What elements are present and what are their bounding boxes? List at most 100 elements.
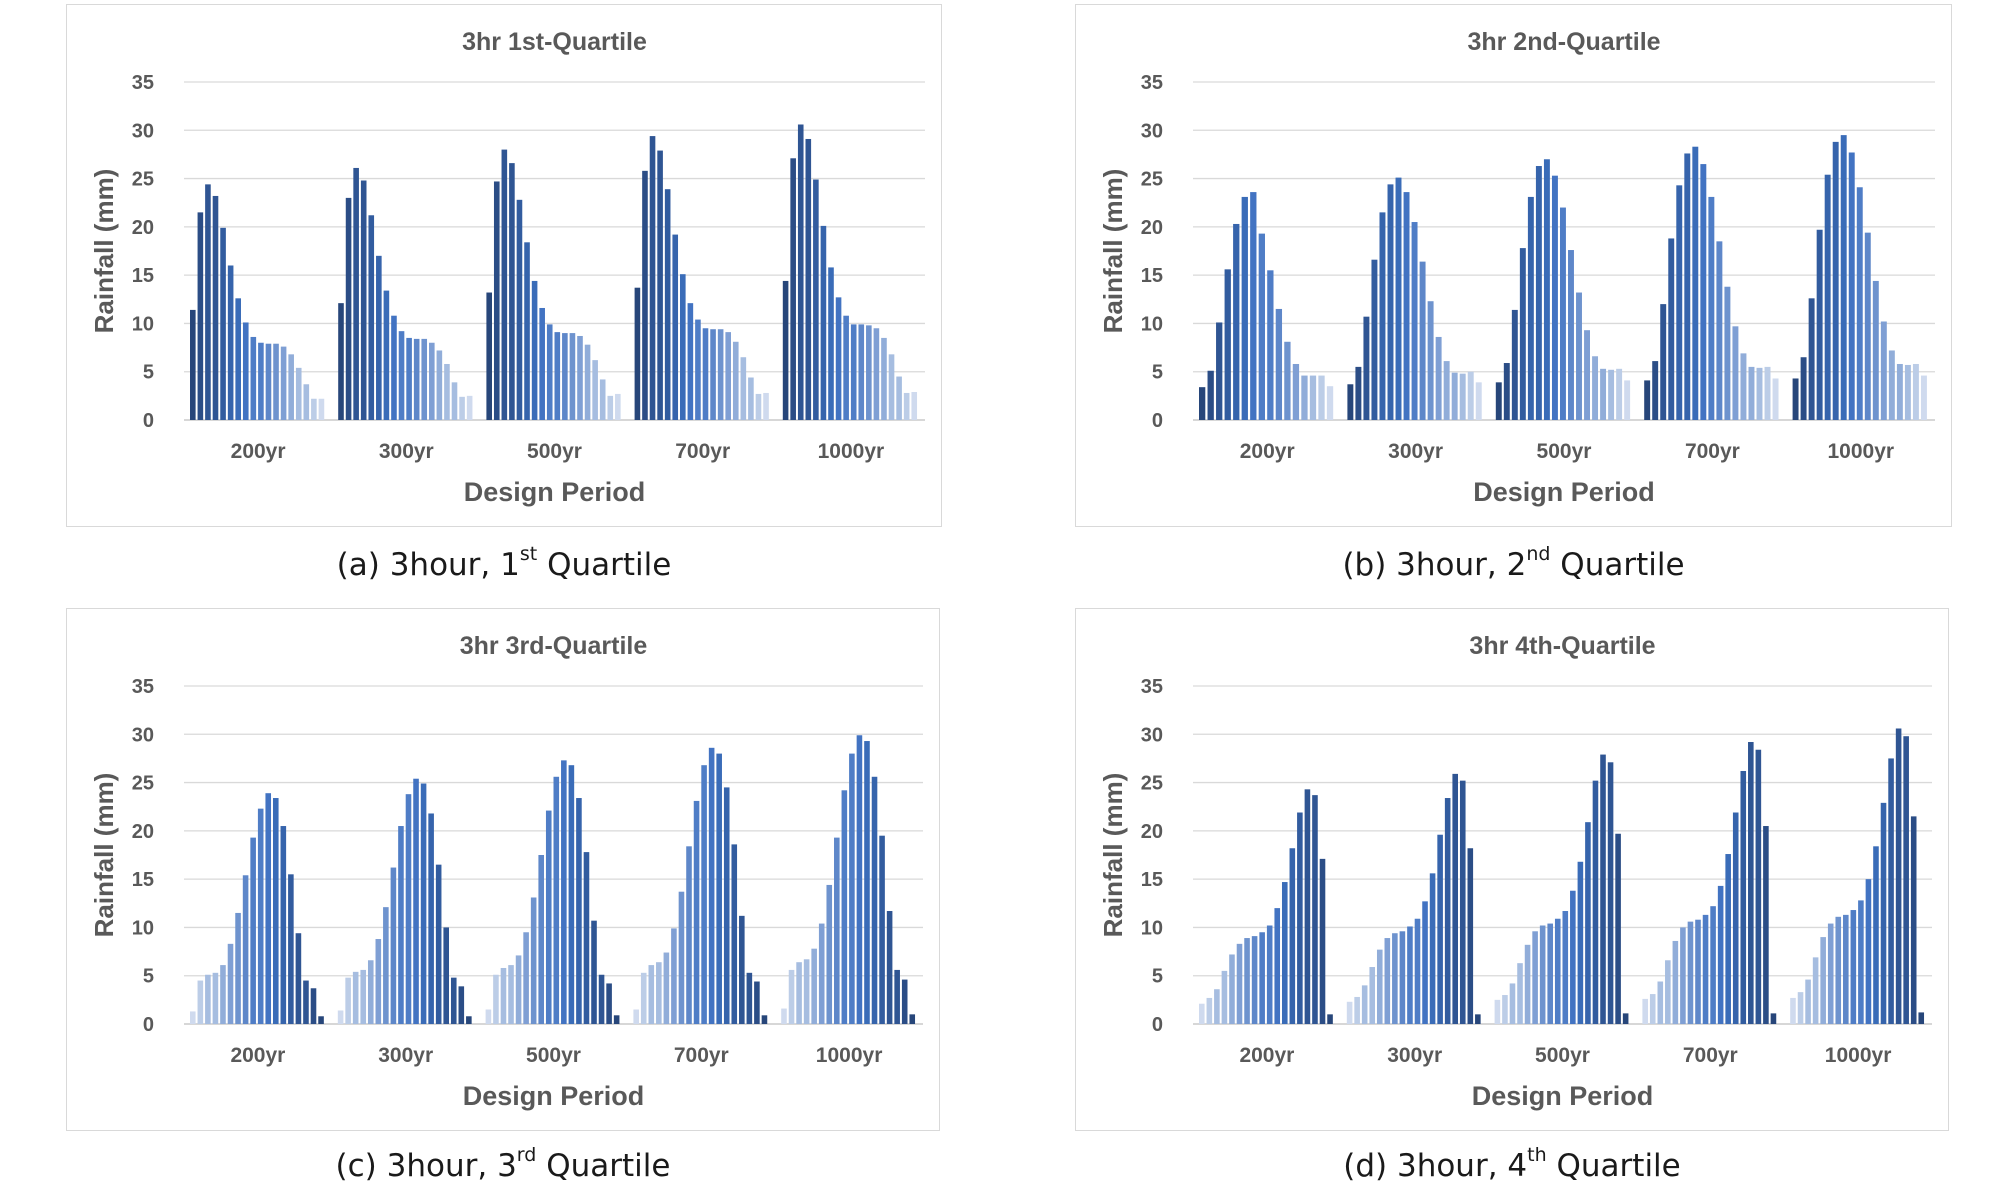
bar-200yr-4	[1224, 269, 1231, 420]
bar-700yr-1	[1642, 998, 1648, 1024]
bar-1000yr-8	[1848, 152, 1855, 421]
bar-1000yr-3	[796, 962, 802, 1024]
chart-title: 3hr 4th-Quartile	[1469, 632, 1655, 660]
bar-700yr-18	[1770, 1013, 1777, 1024]
caption-c: (c) 3hour, 3rd Quartile	[66, 1144, 940, 1184]
bar-500yr-13	[576, 798, 582, 1024]
bar-200yr-15	[1318, 375, 1325, 420]
bar-1000yr-8	[834, 837, 840, 1024]
bar-200yr-9	[1267, 270, 1274, 420]
bar-200yr-2	[197, 212, 204, 420]
bar-200yr-6	[1241, 196, 1248, 420]
bar-200yr-8	[1251, 936, 1258, 1024]
bar-1000yr-9	[1850, 910, 1857, 1024]
bar-500yr-11	[1576, 292, 1582, 420]
bar-700yr-9	[693, 800, 700, 1024]
bar-700yr-16	[1764, 366, 1771, 420]
y-tick-label: 20	[132, 217, 154, 239]
bar-300yr-10	[1414, 918, 1421, 1024]
bar-500yr-4	[1519, 248, 1526, 420]
bar-700yr-13	[723, 787, 730, 1024]
chart-panel-4th-quartile: 3hr 4th-Quartile 0 5 10 15 20 25 30 35 Rainfall (…	[1075, 608, 1949, 1131]
bar-500yr-8	[539, 307, 545, 420]
bar-700yr-1	[634, 287, 641, 420]
bar-300yr-9	[398, 826, 404, 1024]
y-tick-label: 25	[1141, 773, 1163, 795]
caption-sup: nd	[1526, 543, 1551, 565]
bar-300yr-4	[1369, 967, 1376, 1024]
bar-200yr-16	[303, 384, 310, 420]
bar-200yr-11	[1274, 908, 1281, 1024]
x-tick-label: 200yr	[1240, 440, 1295, 463]
bar-500yr-17	[606, 983, 612, 1024]
bar-300yr-8	[1403, 192, 1410, 420]
bar-500yr-16	[599, 379, 606, 420]
bar-1000yr-11	[1872, 280, 1879, 420]
chart-panel-1st-quartile: 3hr 1st-Quartile 0 5 10 15 20 25 30 35 Rainfall (…	[66, 4, 942, 527]
bar-500yr-17	[1615, 833, 1621, 1024]
bar-700yr-3	[649, 136, 656, 420]
bar-1000yr-4	[1816, 229, 1823, 420]
bar-300yr-16	[1459, 780, 1466, 1024]
bar-200yr-13	[1289, 848, 1296, 1024]
bar-500yr-8	[1551, 175, 1558, 420]
y-tick-label: 35	[132, 72, 154, 94]
bar-300yr-14	[1451, 372, 1458, 420]
bar-700yr-15	[1756, 367, 1763, 420]
y-tick-label: 15	[1141, 265, 1163, 287]
bar-500yr-6	[523, 932, 529, 1024]
caption-suffix: Quartile	[537, 547, 672, 583]
bar-1000yr-3	[1808, 298, 1815, 420]
bar-500yr-9	[1554, 918, 1561, 1024]
bar-700yr-11	[708, 747, 715, 1024]
bar-300yr-2	[1355, 366, 1362, 420]
y-tick-label: 25	[132, 773, 154, 795]
bar-1000yr-18	[909, 1014, 916, 1024]
bar-500yr-14	[584, 344, 591, 420]
bar-500yr-5	[516, 199, 523, 420]
bar-1000yr-2	[790, 158, 796, 420]
bar-700yr-14	[731, 844, 738, 1024]
bar-300yr-15	[443, 927, 450, 1024]
chart-svg: 3hr 2nd-Quartile 0 5 10 15 20 25 30 35 Rainfall (…	[1098, 28, 1935, 507]
caption-prefix: (b) 3hour, 2	[1342, 547, 1527, 583]
bar-200yr-9	[250, 336, 257, 420]
bar-500yr-11	[562, 333, 568, 420]
bar-1000yr-13	[871, 776, 878, 1024]
x-tick-label: 200yr	[230, 1044, 285, 1067]
y-tick-label: 10	[132, 917, 154, 939]
bar-700yr-15	[740, 357, 747, 420]
x-tick-label: 500yr	[1537, 440, 1592, 463]
y-tick-label: 30	[132, 120, 154, 142]
bar-300yr-9	[398, 331, 405, 420]
bar-200yr-10	[1275, 308, 1283, 420]
y-axis-label: Rainfall (mm)	[89, 169, 119, 334]
bar-1000yr-4	[803, 959, 810, 1024]
bar-700yr-5	[663, 952, 670, 1024]
bar-300yr-13	[1437, 834, 1443, 1024]
bar-200yr-3	[1216, 322, 1223, 420]
bar-300yr-7	[1395, 177, 1402, 420]
bar-500yr-10	[554, 332, 561, 420]
bar-1000yr-16	[1912, 363, 1919, 420]
bar-1000yr-10	[1864, 232, 1871, 420]
bar-500yr-18	[613, 1015, 620, 1024]
bar-200yr-5	[220, 227, 226, 420]
bar-300yr-7	[1392, 933, 1398, 1024]
bar-500yr-12	[569, 333, 576, 420]
bar-300yr-1	[337, 1010, 344, 1024]
chart-panel-3rd-quartile: 3hr 3rd-Quartile 0 5 10 15 20 25 30 35 Rainfall (…	[66, 608, 940, 1131]
bar-200yr-13	[280, 826, 287, 1024]
bar-500yr-15	[591, 920, 597, 1024]
bar-700yr-16	[746, 972, 753, 1024]
y-tick-label: 0	[1152, 410, 1163, 432]
bar-300yr-16	[1467, 371, 1474, 420]
bar-300yr-10	[1419, 261, 1426, 420]
bar-700yr-14	[1748, 366, 1755, 420]
bar-700yr-9	[695, 319, 701, 420]
chart-title: 3hr 3rd-Quartile	[460, 632, 648, 660]
bar-500yr-10	[553, 776, 560, 1024]
bar-500yr-1	[1495, 382, 1502, 420]
bar-500yr-14	[1600, 368, 1607, 420]
bar-700yr-8	[686, 846, 692, 1024]
